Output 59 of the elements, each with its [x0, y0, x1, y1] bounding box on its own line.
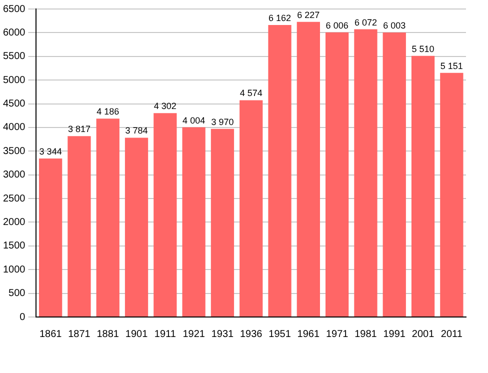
- x-tick-label: 1991: [383, 328, 406, 340]
- data-label: 6 162: [268, 13, 292, 23]
- x-tick-label: 1881: [96, 328, 120, 340]
- data-label: 3 344: [39, 146, 62, 157]
- bar: [296, 22, 320, 316]
- data-label: 3 784: [125, 126, 148, 136]
- data-label: 6 006: [326, 20, 348, 30]
- data-label: 4 186: [96, 106, 120, 117]
- x-tick-label: 1861: [39, 328, 62, 340]
- bar: [440, 72, 464, 316]
- bar: [182, 127, 206, 316]
- x-tick-label: 1931: [211, 328, 234, 340]
- bar: [210, 128, 234, 316]
- x-tick-label: 1911: [154, 328, 176, 340]
- y-tick-label: 500: [8, 288, 26, 300]
- data-label: 5 151: [440, 60, 463, 71]
- y-tick-label: 2500: [2, 193, 26, 204]
- y-tick-label: 1500: [2, 240, 26, 252]
- y-tick-label: 2000: [2, 216, 26, 228]
- bar: [354, 29, 378, 316]
- x-tick-label: 1921: [182, 328, 206, 340]
- x-tick-label: 1901: [125, 328, 148, 340]
- y-tick-label: 6000: [2, 27, 26, 38]
- y-tick-label: 4500: [2, 98, 26, 110]
- x-tick-label: 1971: [326, 328, 349, 340]
- y-tick-label: 5000: [2, 74, 26, 86]
- x-tick-label: 1981: [354, 328, 378, 340]
- data-label: 5 510: [412, 44, 434, 54]
- y-tick-label: 0: [20, 312, 26, 323]
- x-tick-label: 2001: [412, 328, 435, 340]
- bar: [39, 158, 62, 316]
- bar: [411, 56, 435, 316]
- bar: [382, 32, 406, 316]
- y-tick-label: 4000: [2, 122, 26, 134]
- data-label: 3 817: [68, 124, 90, 134]
- data-label: 4 302: [154, 101, 176, 112]
- data-label: 6 072: [354, 17, 377, 28]
- data-label: 3 970: [211, 116, 234, 127]
- y-tick-label: 3000: [2, 170, 26, 181]
- x-tick-label: 1951: [268, 328, 292, 340]
- data-label: 4 574: [240, 88, 262, 98]
- bar: [268, 25, 292, 316]
- x-tick-label: 2011: [440, 328, 463, 340]
- y-tick-label: 5500: [2, 51, 26, 62]
- y-tick-label: 6500: [2, 4, 26, 15]
- bar: [96, 118, 120, 316]
- data-label: 4 004: [182, 115, 206, 126]
- bar: [240, 100, 263, 316]
- bar: [154, 113, 177, 316]
- x-tick-label: 1871: [68, 328, 91, 340]
- y-tick-label: 3500: [2, 146, 26, 157]
- bar: [124, 138, 148, 316]
- x-tick-label: 1936: [240, 328, 263, 340]
- data-label: 6 227: [297, 10, 320, 20]
- bar: [68, 136, 91, 316]
- y-tick-label: 1000: [2, 264, 26, 276]
- bar: [326, 32, 349, 316]
- x-tick-label: 1961: [297, 328, 320, 340]
- data-label: 6 003: [383, 20, 406, 31]
